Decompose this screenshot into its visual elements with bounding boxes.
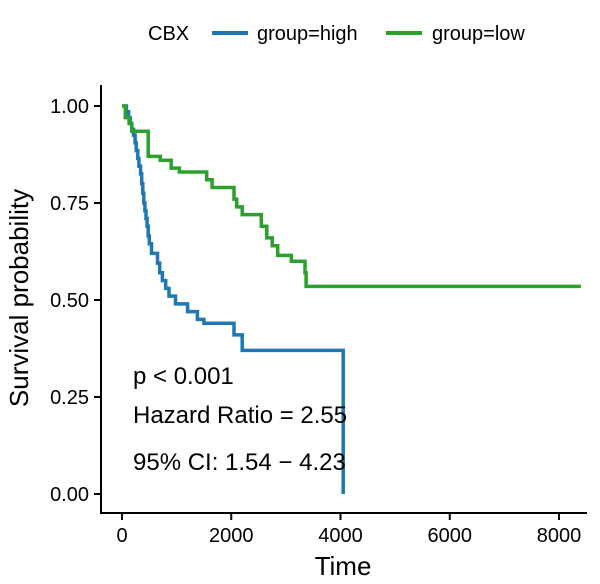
y-tick-label: 0.50 <box>50 290 89 312</box>
hazard-ratio-text: Hazard Ratio = 2.55 <box>133 402 347 429</box>
plot-area <box>122 104 581 494</box>
survival-curve-high <box>122 104 345 494</box>
y-ticks: 0.00 0.25 0.50 0.75 1.00 <box>50 96 101 506</box>
x-tick-label: 6000 <box>428 525 473 547</box>
y-tick-label: 0.75 <box>50 193 89 215</box>
y-axis-title: Survival probability <box>4 189 34 407</box>
legend-label-low: group=low <box>432 23 525 45</box>
y-tick-label: 0.25 <box>50 387 89 409</box>
x-tick-label: 0 <box>116 525 127 547</box>
legend-label-high: group=high <box>257 23 358 45</box>
p-value-text: p < 0.001 <box>133 363 234 390</box>
x-tick-label: 2000 <box>209 525 254 547</box>
annotations: p < 0.001 Hazard Ratio = 2.55 95% CI: 1.… <box>133 363 347 476</box>
x-tick-label: 8000 <box>537 525 582 547</box>
x-tick-label: 4000 <box>318 525 363 547</box>
survival-curve-low <box>122 104 581 289</box>
legend-title: CBX <box>148 23 189 45</box>
confidence-interval-text: 95% CI: 1.54 − 4.23 <box>133 449 346 476</box>
y-tick-label: 1.00 <box>50 96 89 118</box>
legend: CBX group=high group=low <box>148 23 525 45</box>
x-axis-title: Time <box>315 551 372 581</box>
y-tick-label: 0.00 <box>50 484 89 506</box>
x-ticks: 0 2000 4000 6000 8000 <box>116 513 581 547</box>
